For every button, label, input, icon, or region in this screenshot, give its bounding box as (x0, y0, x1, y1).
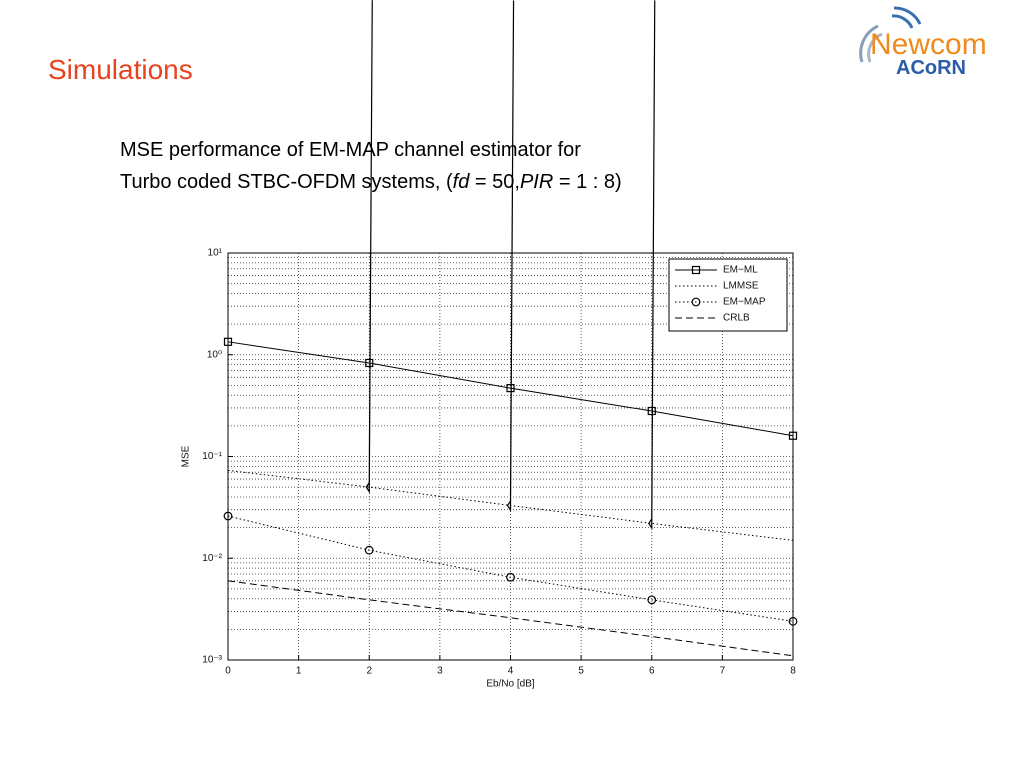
x-tick-label: 4 (508, 666, 514, 677)
marker-circle (506, 572, 515, 582)
x-tick-label: 0 (225, 666, 231, 677)
x-tick-label: 8 (790, 666, 796, 677)
plot-frame (227, 252, 794, 661)
marker-square (506, 384, 515, 393)
marker-circle (364, 545, 374, 555)
x-tick-label: 2 (366, 666, 372, 677)
legend-label: EM−ML (723, 265, 758, 276)
slide-title: Simulations (48, 54, 193, 85)
x-tick-label: 3 (437, 666, 443, 677)
y-tick-label: 10⁰ (207, 349, 222, 360)
marker-diamond (365, 0, 373, 494)
caption-text: = 1 : 8) (553, 171, 622, 193)
y-axis-label: MSE (181, 445, 192, 467)
legend-box (668, 258, 788, 332)
logo-name: Newcom (870, 28, 987, 61)
marker-square (647, 406, 656, 416)
series-line (227, 341, 794, 437)
marker-square (365, 358, 374, 368)
marker-circle (223, 511, 233, 521)
caption-text: Turbo coded STBC-OFDM systems, ( (120, 171, 453, 193)
y-tick-label: 10⁻³ (202, 655, 222, 666)
x-tick-label: 7 (720, 666, 726, 677)
legend-label: LMMSE (723, 281, 759, 292)
caption-line: MSE performance of EM-MAP channel estima… (120, 139, 581, 161)
marker-diamond (506, 0, 515, 512)
y-tick-label: 10¹ (208, 248, 223, 259)
marker-square (223, 337, 233, 346)
logo-arc (867, 32, 883, 63)
caption: MSE performance of EM-MAP channel estima… (120, 134, 622, 198)
logo-arc (859, 24, 879, 63)
marker-square (691, 265, 701, 275)
series-line (227, 515, 794, 622)
caption-text: = 50, (469, 171, 520, 193)
series-line (227, 580, 794, 657)
marker-circle (647, 595, 657, 605)
x-tick-label: 6 (649, 666, 655, 677)
caption-symbol: PIR (519, 171, 554, 193)
logo-waves (891, 6, 922, 29)
marker-circle (691, 297, 701, 307)
x-tick-label: 1 (296, 666, 302, 677)
legend-label: EM−MAP (723, 297, 766, 308)
x-tick-label: 5 (578, 666, 584, 677)
legend-label: CRLB (723, 313, 750, 324)
caption-symbol: fd (452, 171, 470, 193)
logo: Newcom ACoRN (859, 6, 987, 79)
logo-sub: ACoRN (896, 57, 966, 79)
y-tick-label: 10⁻² (202, 553, 222, 564)
marker-square (788, 431, 798, 440)
x-axis-label: Eb/No [dB] (486, 679, 535, 690)
y-tick-label: 10⁻¹ (202, 451, 222, 462)
marker-diamond (648, 0, 656, 530)
marker-circle (788, 616, 798, 626)
